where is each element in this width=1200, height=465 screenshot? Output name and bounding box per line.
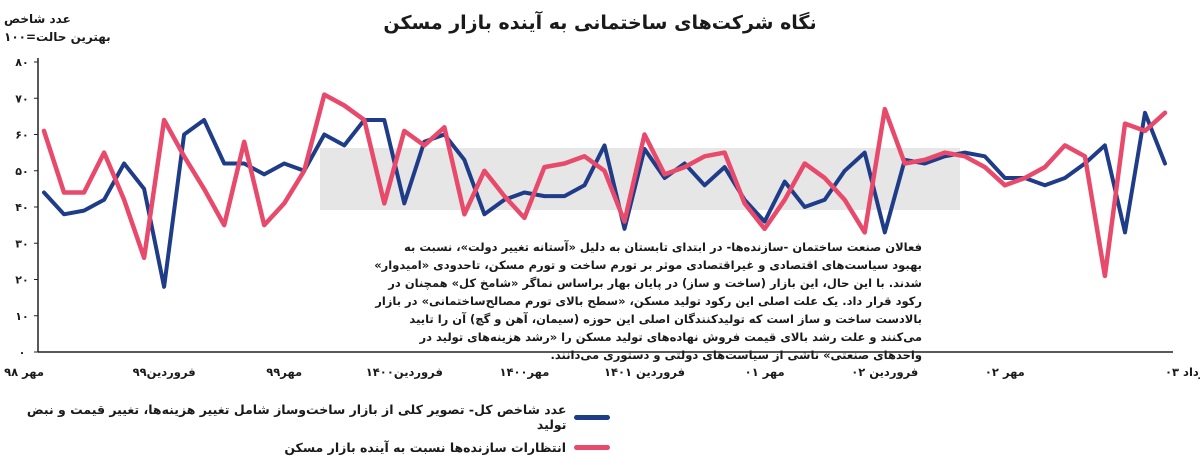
y-axis-note: بهترین حالت=۱۰۰ xyxy=(4,30,111,44)
y-tick-label: ۵۰ xyxy=(15,165,28,178)
x-tick-label: فروردین ۱۴۰۱ xyxy=(604,365,685,380)
legend-label-expectations: انتظارات سازنده‌ها نسبت به آینده بازار م… xyxy=(284,439,566,455)
y-tick-label: ۳۰ xyxy=(15,237,28,250)
y-axis-label: عدد شاخص xyxy=(4,12,71,26)
legend-item-index: عدد شاخص کل- تصویر کلی از بازار ساخت‌وسا… xyxy=(0,402,610,432)
y-tick-label: ۰ xyxy=(19,346,26,359)
chart-annotation: فعالان صنعت ساختمان -سازنده‌ها- در ابتدا… xyxy=(374,240,922,362)
x-tick-label: خرداد ۰۳ xyxy=(1165,365,1200,379)
y-tick-label: ۱۰ xyxy=(15,310,28,323)
legend-swatch-expectations xyxy=(574,444,610,450)
y-tick-label: ۲۰ xyxy=(15,274,28,287)
x-tick-label: مهر ۰۲ xyxy=(985,365,1025,379)
y-axis-unit: عدد شاخص بهترین حالت=۱۰۰ xyxy=(4,10,124,46)
x-tick-label: مهر ۰۱ xyxy=(745,365,785,379)
y-tick-label: ۸۰ xyxy=(15,56,28,69)
series-line-index xyxy=(42,110,1167,289)
x-tick-label: مهر ۹۸ xyxy=(4,365,44,379)
x-tick-label: فروردین ۰۲ xyxy=(851,365,918,380)
legend: عدد شاخص کل- تصویر کلی از بازار ساخت‌وسا… xyxy=(0,402,610,462)
y-tick-label: ۷۰ xyxy=(15,92,28,105)
y-tick-label: ۴۰ xyxy=(15,201,28,214)
x-tick-label: فروردین۱۴۰۰ xyxy=(366,365,443,380)
legend-label-index: عدد شاخص کل- تصویر کلی از بازار ساخت‌وسا… xyxy=(26,402,567,432)
legend-swatch-index xyxy=(574,414,610,420)
x-tick-label: فروردین۹۹ xyxy=(133,365,196,380)
x-tick-label: مهر۹۹ xyxy=(266,365,302,379)
legend-item-expectations: انتظارات سازنده‌ها نسبت به آینده بازار م… xyxy=(0,432,610,462)
x-tick-label: مهر۱۴۰۰ xyxy=(499,365,549,379)
series-line-expectations xyxy=(41,92,1168,279)
y-tick-label: ۶۰ xyxy=(15,129,28,142)
chart-title: نگاه شرکت‌های ساختمانی به آینده بازار مس… xyxy=(383,12,817,34)
